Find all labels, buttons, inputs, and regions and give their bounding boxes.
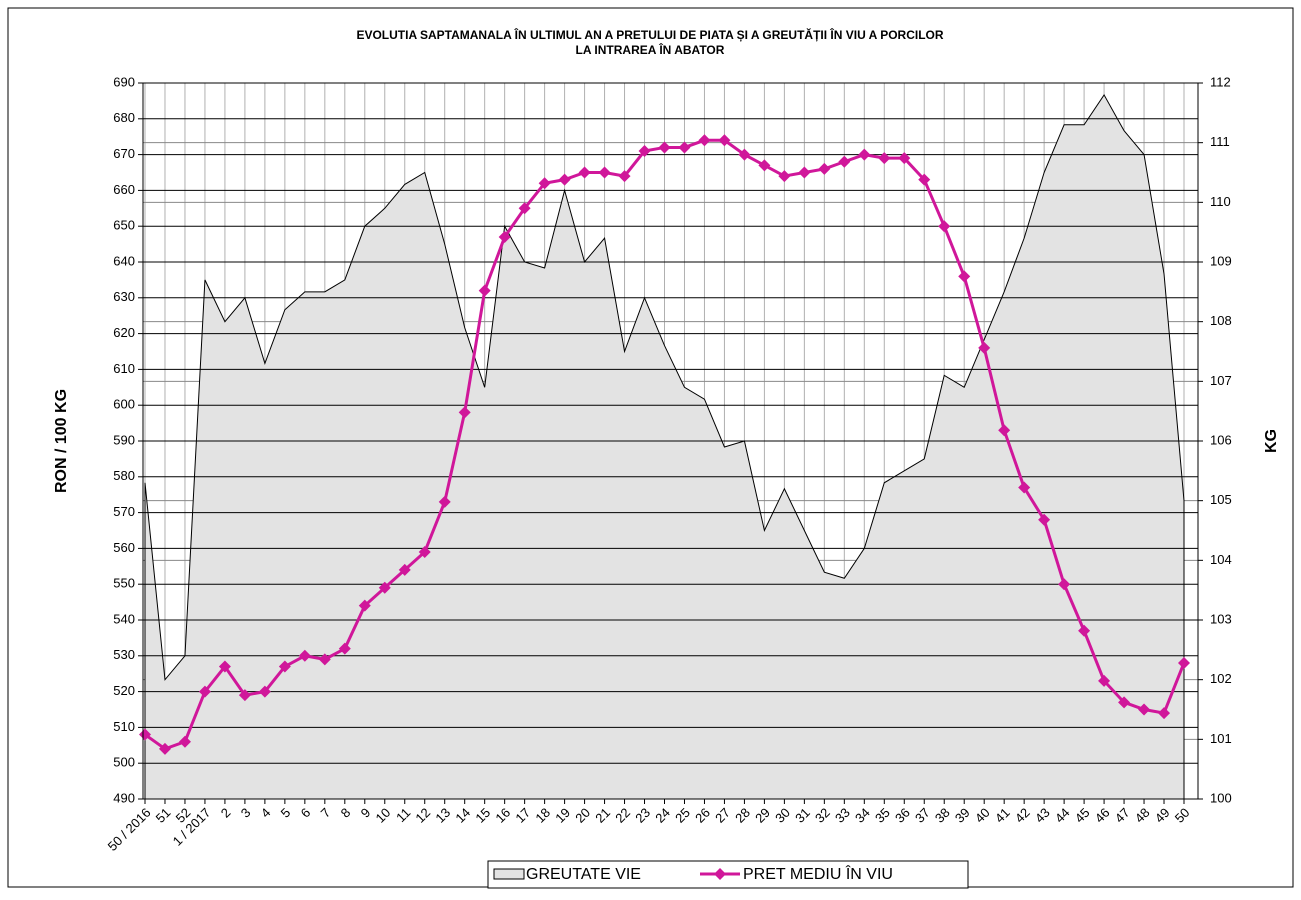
legend-label: PRET MEDIU ÎN VIU	[743, 864, 893, 883]
y2-tick-label: 100	[1210, 790, 1232, 805]
marker	[1038, 513, 1051, 526]
marker	[858, 148, 871, 161]
marker	[978, 341, 991, 354]
marker	[1018, 481, 1031, 494]
y-tick-label: 620	[113, 325, 135, 340]
marker	[318, 653, 331, 666]
marker	[658, 141, 671, 154]
marker	[298, 649, 311, 662]
marker	[958, 270, 971, 283]
y-tick-label: 670	[113, 146, 135, 161]
marker	[458, 406, 471, 419]
y2-tick-label: 105	[1210, 492, 1232, 507]
y-tick-label: 600	[113, 397, 135, 412]
y2-tick-label: 109	[1210, 253, 1232, 268]
y-tick-label: 560	[113, 540, 135, 555]
y-tick-label: 550	[113, 576, 135, 591]
marker	[818, 162, 831, 175]
y-tick-label: 490	[113, 790, 135, 805]
marker	[418, 545, 431, 558]
chart-title: EVOLUTIA SAPTAMANALA ÎN ULTIMUL AN A PRE…	[356, 27, 943, 42]
y2-tick-label: 108	[1210, 313, 1232, 328]
y-tick-label: 660	[113, 182, 135, 197]
marker	[478, 284, 491, 297]
marker	[878, 152, 891, 165]
y-tick-label: 540	[113, 611, 135, 626]
marker	[738, 148, 751, 161]
y-tick-label: 640	[113, 253, 135, 268]
y2-axis-title: KG	[1263, 429, 1280, 453]
legend-swatch	[714, 868, 726, 880]
marker	[838, 155, 851, 168]
marker	[758, 159, 771, 172]
chart-title: LA INTRAREA ÎN ABATOR	[576, 42, 725, 57]
marker	[698, 134, 711, 147]
y2-tick-label: 101	[1210, 731, 1232, 746]
y-tick-label: 680	[113, 110, 135, 125]
marker	[1118, 696, 1131, 709]
marker	[398, 563, 411, 576]
y-axis-title: RON / 100 KG	[53, 389, 70, 493]
y-tick-label: 580	[113, 468, 135, 483]
y2-tick-label: 110	[1210, 194, 1231, 209]
marker	[158, 742, 171, 755]
marker	[218, 660, 231, 673]
marker	[498, 230, 511, 243]
y2-tick-label: 102	[1210, 671, 1232, 686]
y-tick-label: 510	[113, 719, 135, 734]
y-tick-label: 590	[113, 432, 135, 447]
y-tick-label: 530	[113, 647, 135, 662]
marker	[598, 166, 611, 179]
marker	[278, 660, 291, 673]
marker	[898, 152, 911, 165]
y2-tick-label: 111	[1210, 134, 1230, 149]
marker	[918, 173, 931, 186]
marker	[778, 170, 791, 183]
legend-swatch	[493, 868, 525, 880]
marker	[378, 581, 391, 594]
marker	[938, 220, 951, 233]
marker	[238, 689, 251, 702]
marker	[558, 173, 571, 186]
y2-tick-label: 103	[1210, 611, 1232, 626]
marker	[538, 177, 551, 190]
marker	[1058, 578, 1071, 591]
y-tick-label: 610	[113, 361, 135, 376]
marker	[518, 202, 531, 215]
marker	[258, 685, 271, 698]
marker	[638, 145, 651, 158]
marker	[798, 166, 811, 179]
y2-tick-label: 104	[1210, 552, 1232, 567]
marker	[139, 728, 151, 741]
marker	[1098, 674, 1111, 687]
marker	[718, 134, 731, 147]
marker	[618, 170, 631, 183]
marker	[1078, 624, 1091, 637]
y-tick-label: 630	[113, 289, 135, 304]
marker	[1158, 707, 1171, 720]
marker	[338, 642, 351, 655]
marker	[358, 599, 371, 612]
marker	[1138, 703, 1151, 716]
y2-tick-label: 107	[1210, 373, 1232, 388]
y-tick-label: 500	[113, 755, 135, 770]
marker	[578, 166, 591, 179]
y-tick-label: 690	[113, 74, 135, 89]
marker	[1178, 656, 1190, 669]
marker	[198, 685, 211, 698]
marker	[438, 495, 451, 508]
y-tick-label: 650	[113, 218, 135, 233]
area	[144, 93, 1185, 800]
marker	[178, 735, 191, 748]
marker	[678, 141, 691, 154]
y2-tick-label: 112	[1210, 74, 1231, 89]
legend-label: GREUTATE VIE	[526, 866, 641, 883]
y-tick-label: 520	[113, 683, 135, 698]
marker	[998, 424, 1011, 437]
y2-tick-label: 106	[1210, 432, 1232, 447]
y-tick-label: 570	[113, 504, 135, 519]
